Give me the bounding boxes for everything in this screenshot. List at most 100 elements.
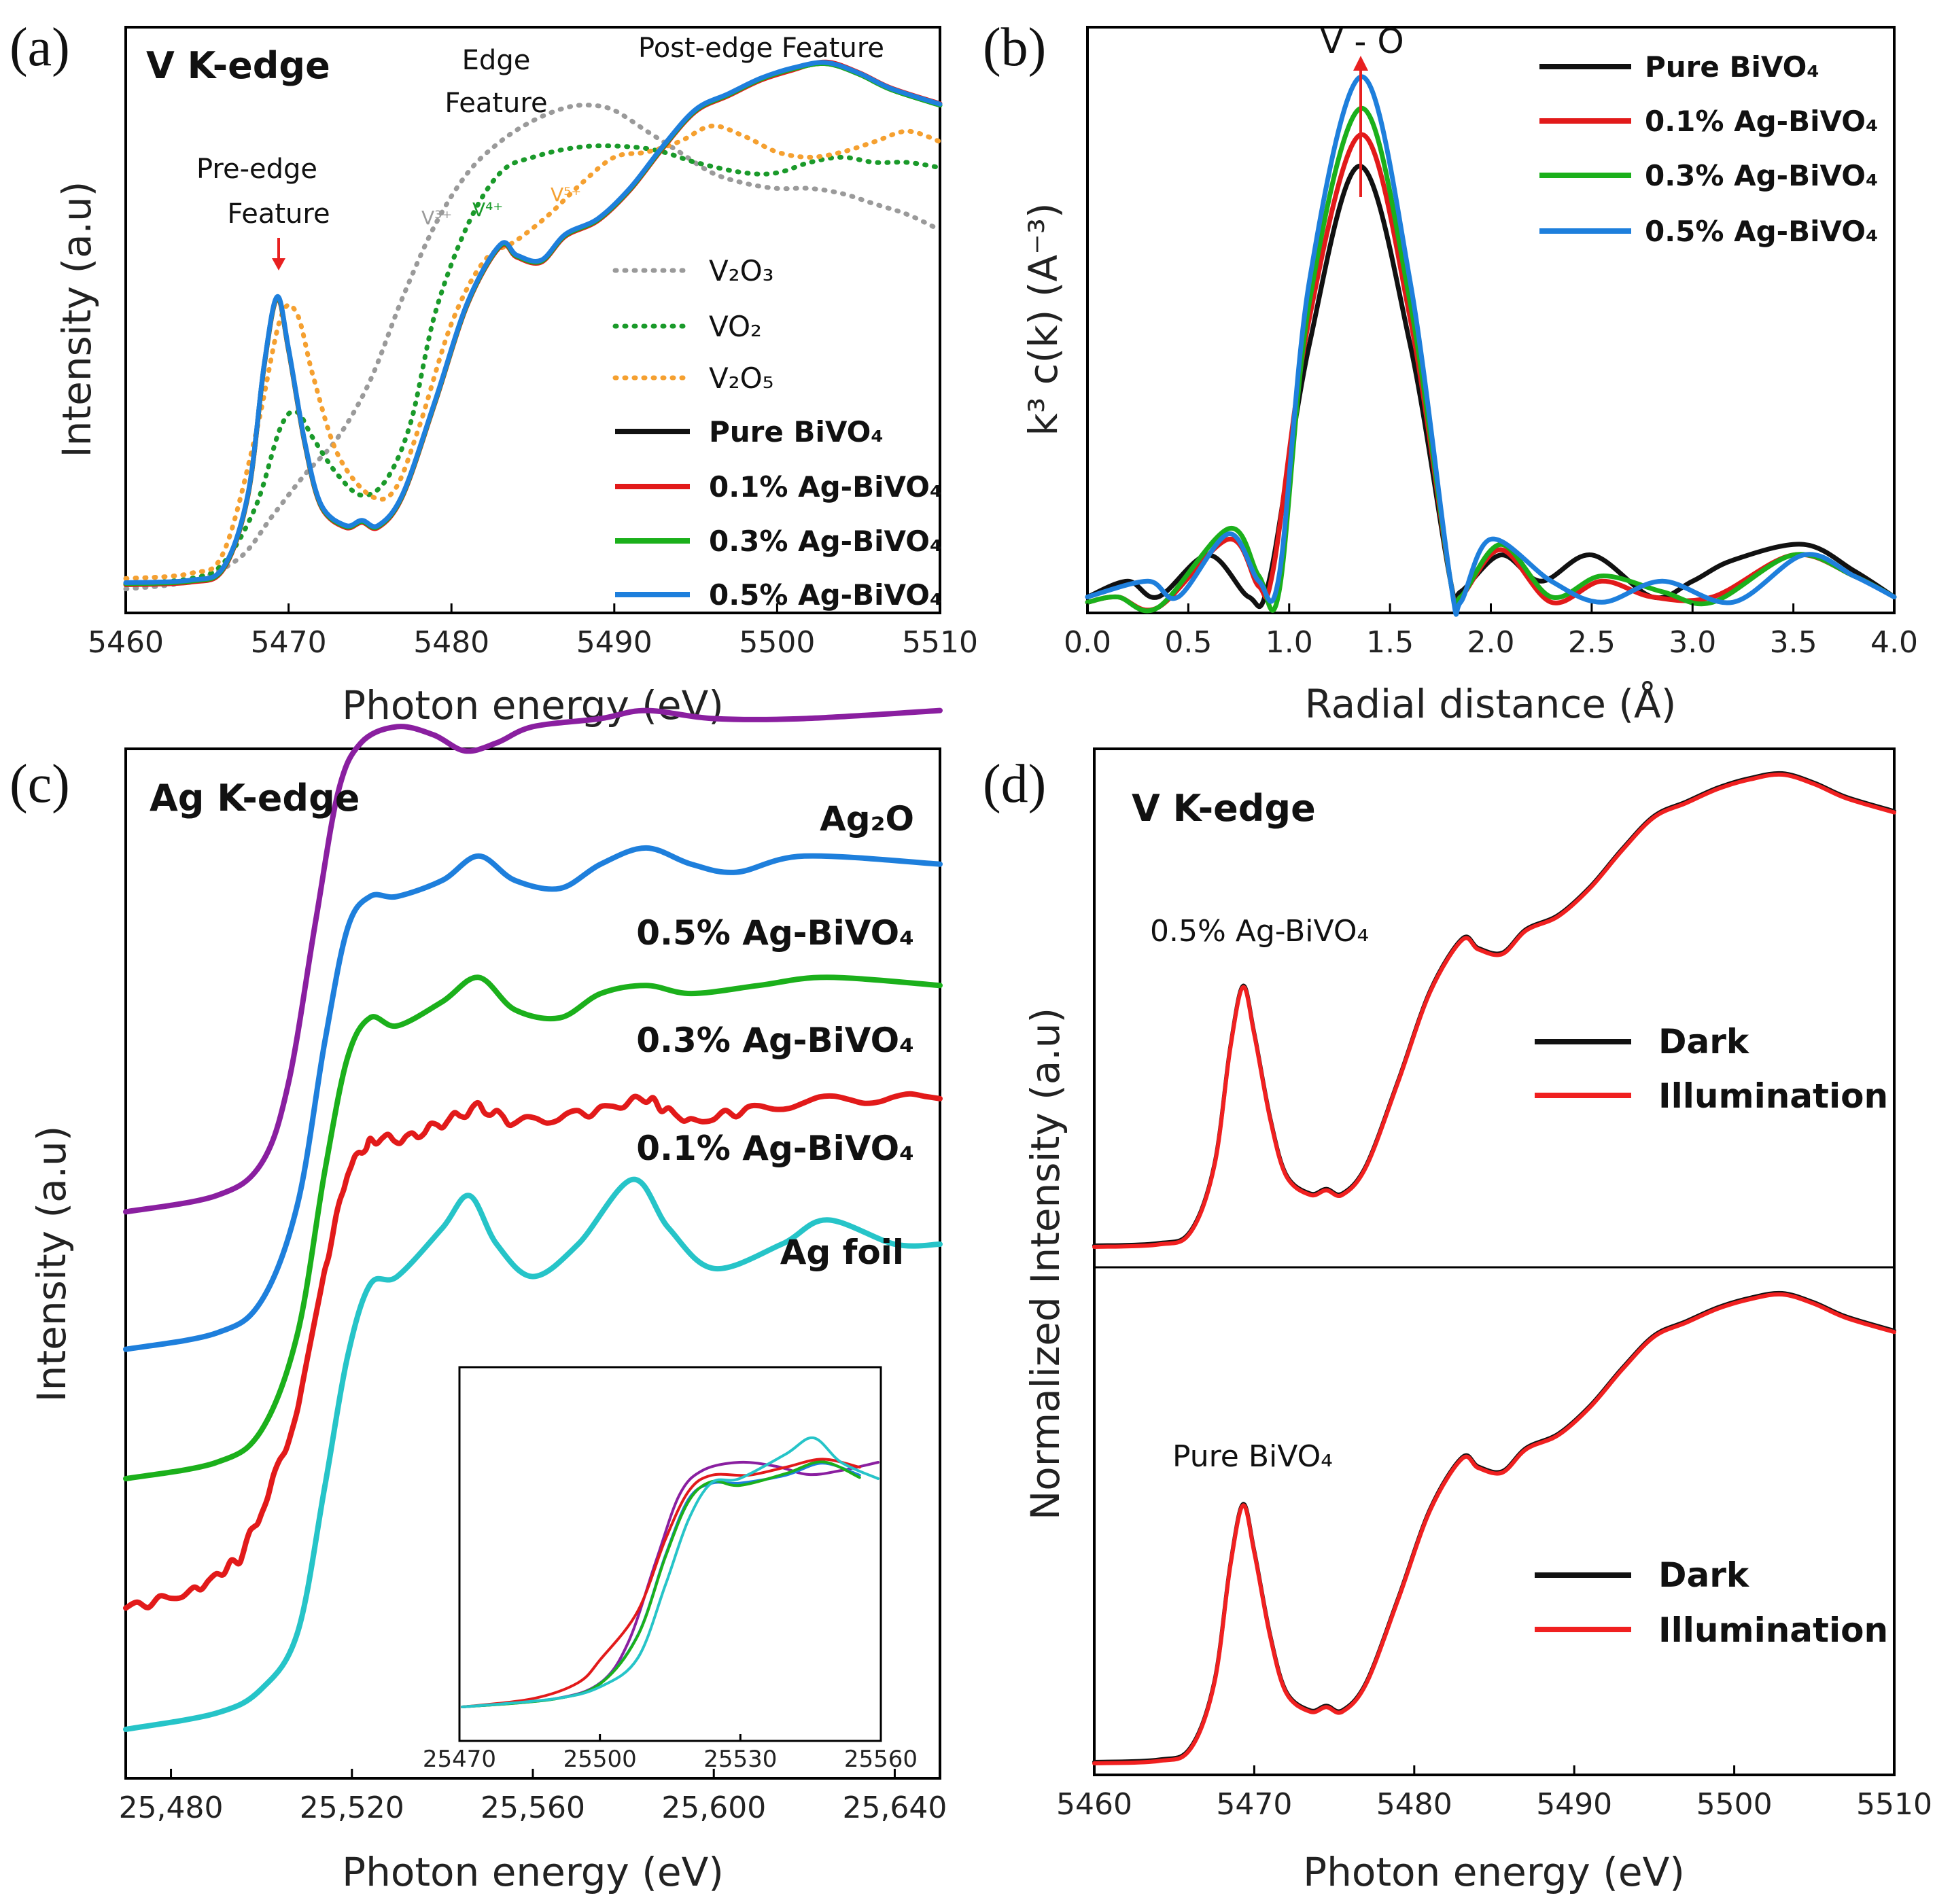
panel-a-title: V K-edge bbox=[146, 44, 330, 87]
legend-d1-label-dark: Dark bbox=[1658, 1022, 1750, 1061]
label-ag2o: Ag₂O bbox=[820, 799, 914, 839]
legend-label-ag03: 0.3% Ag-BiVO₄ bbox=[709, 525, 942, 558]
b-x-tick-label-0: 0.0 bbox=[1064, 625, 1111, 660]
b-x-tick-label-1: 0.5 bbox=[1164, 625, 1212, 660]
label-ag-foil: Ag foil bbox=[780, 1233, 904, 1272]
legend-b-label-ag03: 0.3% Ag-BiVO₄ bbox=[1645, 159, 1878, 192]
panel-a-xlabel: Photon energy (eV) bbox=[342, 682, 724, 728]
c-x-tick-label-0: 25,480 bbox=[119, 1791, 224, 1825]
b-x-tick-label-7: 3.5 bbox=[1770, 625, 1817, 660]
panel-b-xlabel: Radial distance (Å) bbox=[1305, 680, 1677, 727]
inset-x-tick-label-2: 25530 bbox=[703, 1746, 777, 1773]
legend-d2-label-dark: Dark bbox=[1658, 1555, 1750, 1595]
pre-edge-arrow-head bbox=[272, 258, 285, 270]
legend-b-label-pure: Pure BiVO₄ bbox=[1645, 50, 1819, 84]
panel-d-bottom-label: Pure BiVO₄ bbox=[1172, 1439, 1333, 1474]
b-x-tick-label-6: 3.0 bbox=[1669, 625, 1716, 660]
c-series-0-3-ag-bivo4 bbox=[123, 974, 943, 1482]
a-series-0-5-ag-bivo4 bbox=[123, 60, 943, 585]
panel-d-letter: (d) bbox=[983, 754, 1046, 814]
pre-edge-label-line2: Feature bbox=[227, 198, 330, 230]
panel-a-plot-frame bbox=[124, 26, 941, 614]
legend-d2-label-illum: Illumination bbox=[1658, 1610, 1888, 1650]
edge-label-line2: Feature bbox=[445, 88, 547, 119]
v4-label: V⁴⁺ bbox=[472, 198, 503, 221]
b-x-tick-label-5: 2.5 bbox=[1568, 625, 1616, 660]
c-x-tick-label-2: 25,560 bbox=[481, 1791, 585, 1825]
panel-b-legend: Pure BiVO₄ 0.1% Ag-BiVO₄ 0.3% Ag-BiVO₄ 0… bbox=[1539, 50, 1878, 248]
pre-edge-label-line1: Pre-edge bbox=[196, 154, 317, 185]
panel-c-xlabel: Photon energy (eV) bbox=[342, 1849, 724, 1895]
c-series-0-5-ag-bivo4 bbox=[123, 845, 943, 1352]
d-x-tick-label-4: 5500 bbox=[1696, 1787, 1773, 1822]
b-x-tick-label-8: 4.0 bbox=[1870, 625, 1918, 660]
panel-c-letter: (c) bbox=[10, 754, 70, 814]
panel-d-x-ticks: 5460 5470 5480 5490 5500 5510 bbox=[1056, 1765, 1932, 1822]
legend-label-ag05: 0.5% Ag-BiVO₄ bbox=[709, 578, 942, 612]
b-x-tick-label-4: 2.0 bbox=[1467, 625, 1515, 660]
legend-d1-label-illum: Illumination bbox=[1658, 1076, 1888, 1116]
a-x-tick-label-4: 5500 bbox=[739, 625, 815, 660]
label-05-ag-bivo4: 0.5% Ag-BiVO₄ bbox=[636, 913, 914, 953]
a-x-tick-label-5: 5510 bbox=[902, 625, 978, 660]
panel-d-plot-frame bbox=[1093, 747, 1896, 1776]
a-series-v2o3 bbox=[123, 103, 943, 592]
inset-x-tick-label-0: 25470 bbox=[423, 1746, 496, 1773]
panel-c: (c) 25,480 25,520 25,560 25,600 25,640 Ag K-… bbox=[10, 707, 947, 1895]
panel-b-x-ticks: 0.0 0.5 1.0 1.5 2.0 2.5 3.0 3.5 4.0 bbox=[1064, 603, 1918, 660]
a-x-tick-label-1: 5470 bbox=[251, 625, 327, 660]
b-series-0-5-ag-bivo4 bbox=[1085, 74, 1897, 617]
a-series-vo2 bbox=[123, 143, 943, 586]
c-series-ag-foil bbox=[123, 1176, 943, 1732]
d-bottom-series-illumination bbox=[1092, 1292, 1896, 1765]
legend-label-ag01: 0.1% Ag-BiVO₄ bbox=[709, 470, 942, 504]
a-x-tick-label-3: 5490 bbox=[576, 625, 652, 660]
panel-d: (d) 5460 5470 5480 5490 5500 5510 V K-edge 0.… bbox=[983, 747, 1932, 1895]
panel-a-ylabel: Intensity (a.u) bbox=[54, 181, 100, 458]
d-x-tick-label-0: 5460 bbox=[1056, 1787, 1132, 1822]
d-x-tick-label-3: 5490 bbox=[1536, 1787, 1612, 1822]
v5-label: V⁵⁺ bbox=[551, 183, 581, 206]
panel-c-inset: 25470 25500 25530 25560 bbox=[423, 1366, 918, 1773]
a-series-v2o5 bbox=[123, 123, 943, 581]
d-top-series-illumination bbox=[1092, 772, 1896, 1249]
legend-label-v2o5: V₂O₅ bbox=[709, 362, 773, 395]
panel-a-curves bbox=[123, 59, 943, 592]
inset-x-tick-label-3: 25560 bbox=[844, 1746, 918, 1773]
c-x-tick-label-4: 25,640 bbox=[842, 1791, 947, 1825]
label-01-ag-bivo4: 0.1% Ag-BiVO₄ bbox=[636, 1129, 914, 1168]
panel-c-title: Ag K-edge bbox=[150, 777, 360, 819]
panel-a-x-ticks: 5460 5470 5480 5490 5500 5510 bbox=[88, 603, 978, 660]
c-series-ag2o bbox=[123, 707, 943, 1215]
panel-d-top-label: 0.5% Ag-BiVO₄ bbox=[1150, 914, 1369, 949]
panel-b-curves bbox=[1085, 74, 1897, 617]
panel-d-xlabel: Photon energy (eV) bbox=[1303, 1849, 1685, 1895]
legend-label-v2o3: V₂O₃ bbox=[709, 254, 773, 287]
panel-b-letter: (b) bbox=[983, 18, 1046, 77]
post-edge-label: Post-edge Feature bbox=[638, 33, 884, 64]
edge-label-line1: Edge bbox=[462, 45, 531, 76]
panel-b: (b) 0.0 0.5 1.0 1.5 2.0 2.5 3.0 3.5 4.0 V - O Ra… bbox=[983, 18, 1918, 727]
d-x-tick-label-1: 5470 bbox=[1216, 1787, 1292, 1822]
inset-x-tick-label-1: 25500 bbox=[563, 1746, 637, 1773]
inset-x-ticks: 25470 25500 25530 25560 bbox=[423, 1734, 918, 1773]
inset-curves bbox=[461, 1436, 879, 1708]
c-x-tick-label-3: 25,600 bbox=[661, 1791, 766, 1825]
panel-c-x-ticks: 25,480 25,520 25,560 25,600 25,640 bbox=[119, 1769, 947, 1825]
panel-b-peak-label: V - O bbox=[1320, 22, 1404, 61]
b-x-tick-label-2: 1.0 bbox=[1266, 625, 1313, 660]
d-x-tick-label-2: 5480 bbox=[1376, 1787, 1452, 1822]
panel-d-top-legend: Dark Illumination bbox=[1535, 1022, 1888, 1116]
panel-c-curves bbox=[123, 707, 943, 1732]
c-x-tick-label-1: 25,520 bbox=[300, 1791, 404, 1825]
legend-b-label-ag05: 0.5% Ag-BiVO₄ bbox=[1645, 215, 1878, 248]
panel-b-ylabel: k³ c(k) (A⁻³) bbox=[1020, 202, 1066, 436]
inset-frame bbox=[458, 1366, 882, 1742]
legend-b-label-ag01: 0.1% Ag-BiVO₄ bbox=[1645, 105, 1878, 138]
a-x-tick-label-2: 5480 bbox=[413, 625, 489, 660]
inset-series-ag-foil bbox=[461, 1436, 879, 1708]
panel-d-title: V K-edge bbox=[1132, 787, 1316, 830]
v3-label: V³⁺ bbox=[421, 207, 452, 229]
panel-d-ylabel: Normalized Intensity (a.u) bbox=[1022, 1008, 1068, 1520]
